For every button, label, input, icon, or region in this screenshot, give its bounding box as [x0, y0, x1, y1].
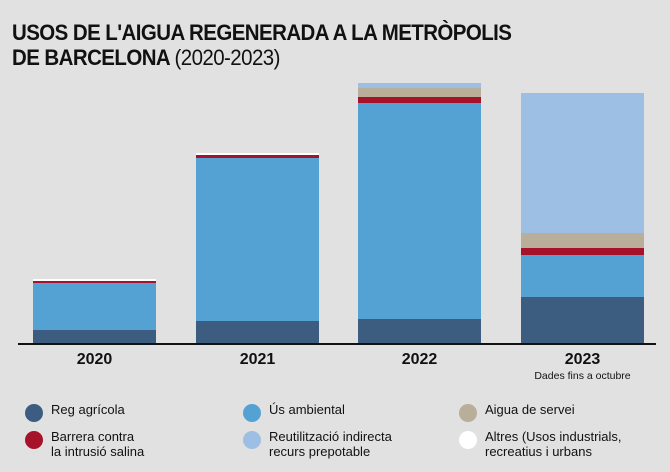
legend-swatch-icon — [459, 431, 477, 449]
bar-segment-2023-0 — [521, 297, 644, 343]
legend-item-reutilitzacio: Reutilització indirecta recurs prepotabl… — [243, 429, 392, 459]
category-note: Dades fins a octubre — [534, 370, 630, 382]
bar-segment-2021-2 — [196, 155, 319, 158]
legend-item-barrera: Barrera contra la intrusió salina — [25, 429, 144, 459]
bar-segment-2022-0 — [358, 319, 481, 343]
legend-label: Altres (Usos industrials, recreatius i u… — [485, 429, 622, 459]
bar-segment-2021-5 — [196, 153, 319, 155]
legend-swatch-icon — [25, 404, 43, 422]
bar-segment-2020-1 — [33, 283, 156, 330]
x-tick-label: 2021 — [240, 351, 276, 368]
bar-segment-2023-1 — [521, 255, 644, 297]
legend-label: Reutilització indirecta recurs prepotabl… — [269, 429, 392, 459]
bar-segment-2022-1 — [358, 103, 481, 319]
x-tick-label: 2023 — [565, 351, 601, 368]
bar-segment-2022-3 — [358, 88, 481, 97]
legend-swatch-icon — [243, 404, 261, 422]
legend-label: Aigua de servei — [485, 402, 575, 417]
chart-title: USOS DE L'AIGUA REGENERADA A LA METRÒPOL… — [12, 20, 607, 70]
legend: Reg agrícola Barrera contra la intrusió … — [0, 398, 670, 472]
x-tick-label: 2022 — [402, 351, 438, 368]
bar-segment-2020-0 — [33, 330, 156, 343]
legend-item-us-ambiental: Ús ambiental — [243, 402, 345, 422]
bar-segment-2020-2 — [33, 281, 156, 283]
title-subtitle: (2020-2023) — [174, 45, 281, 70]
bar-segment-2023-3 — [521, 233, 644, 248]
legend-swatch-icon — [243, 431, 261, 449]
bar-segment-2023-4 — [521, 93, 644, 233]
bar-segment-2021-0 — [196, 321, 319, 343]
legend-item-aigua-servei: Aigua de servei — [459, 402, 575, 422]
legend-label: Ús ambiental — [269, 402, 345, 417]
title-line-2: DE BARCELONA — [12, 45, 170, 70]
bar-segment-2023-2 — [521, 248, 644, 255]
bar-segment-2022-4 — [358, 83, 481, 88]
bar-segment-2022-2 — [358, 97, 481, 103]
legend-item-reg-agricola: Reg agrícola — [25, 402, 125, 422]
bar-segment-2021-1 — [196, 158, 319, 321]
legend-swatch-icon — [25, 431, 43, 449]
stacked-bar-chart: 2020 2021 2022 2023 Dades fins a octubre — [18, 83, 656, 382]
bar-segment-2020-5 — [33, 279, 156, 281]
x-tick-label: 2020 — [77, 351, 113, 368]
title-line-1: USOS DE L'AIGUA REGENERADA A LA METRÒPOL… — [12, 20, 512, 45]
legend-label: Barrera contra la intrusió salina — [51, 429, 145, 459]
legend-item-altres: Altres (Usos industrials, recreatius i u… — [459, 429, 622, 459]
legend-swatch-icon — [459, 404, 477, 422]
legend-label: Reg agrícola — [51, 402, 125, 417]
